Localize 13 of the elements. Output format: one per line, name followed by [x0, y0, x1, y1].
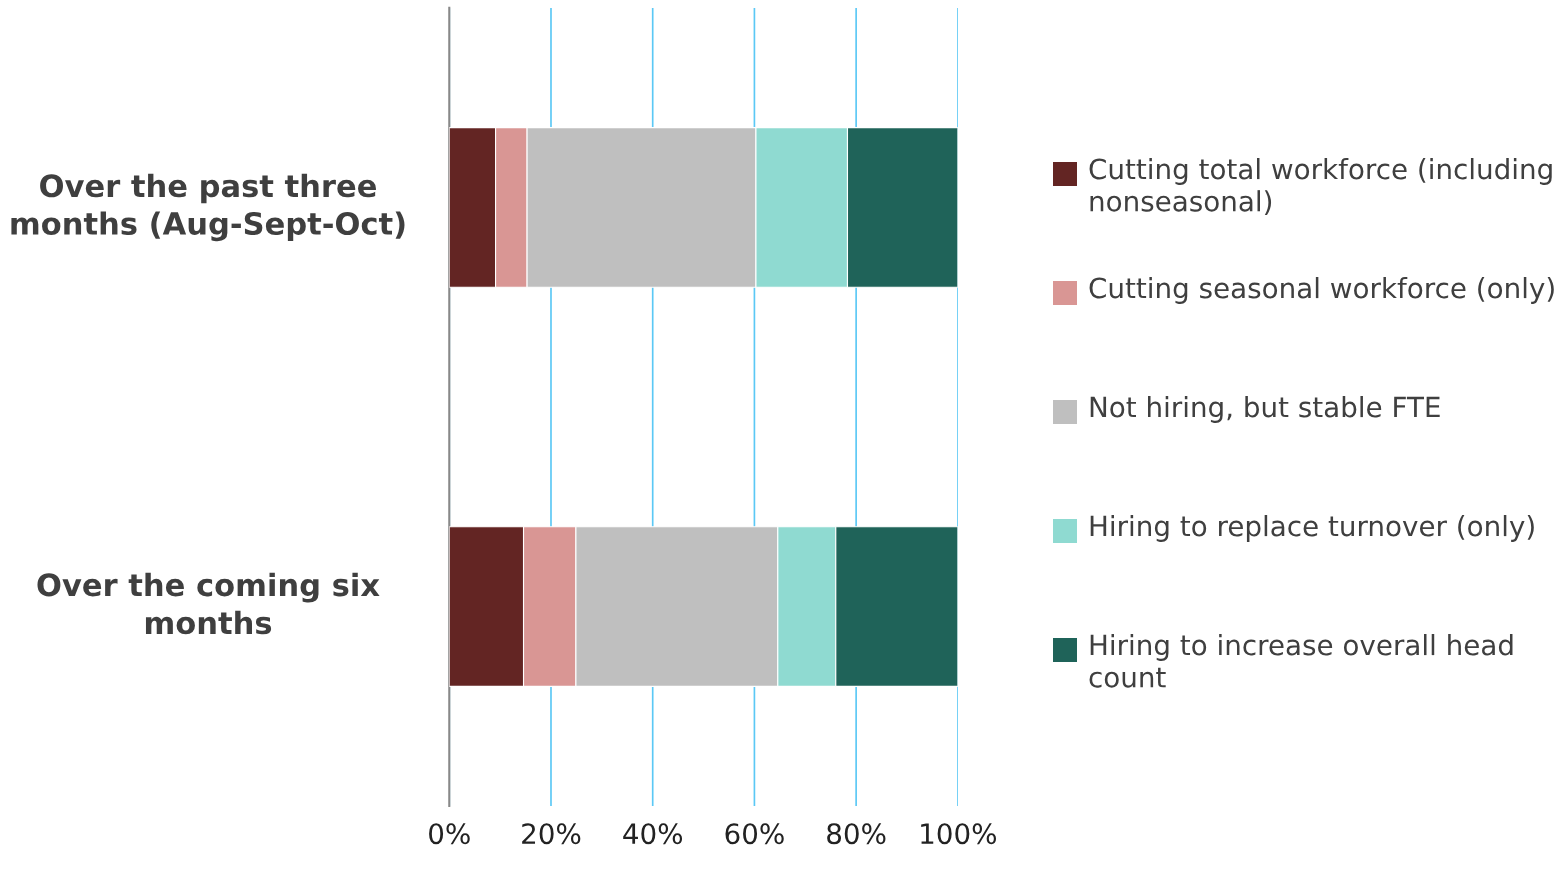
legend-label: Hiring to replace turnover (only) — [1090, 515, 1534, 542]
y-tick-label: Over the past three months (Aug-Sept-Oct) — [11, 173, 405, 242]
x-tick-label: 20% — [522, 823, 581, 845]
x-tick-label: 80% — [827, 823, 886, 845]
legend-label: Hiring to increase overall head count — [1089, 634, 1513, 688]
legend-label: Cutting total workforce (including nonseasonal) — [1089, 158, 1552, 215]
legend-label: Cutting seasonal workforce (only) — [1089, 277, 1554, 304]
legend-label: Not hiring, but stable FTE — [1090, 396, 1440, 423]
x-tick-label: 0% — [429, 823, 470, 845]
y-tick-label: Over the coming six months — [37, 572, 380, 635]
x-tick-label: 100% — [921, 823, 997, 845]
x-tick-label: 60% — [725, 823, 784, 845]
x-tick-label: 40% — [623, 823, 683, 845]
